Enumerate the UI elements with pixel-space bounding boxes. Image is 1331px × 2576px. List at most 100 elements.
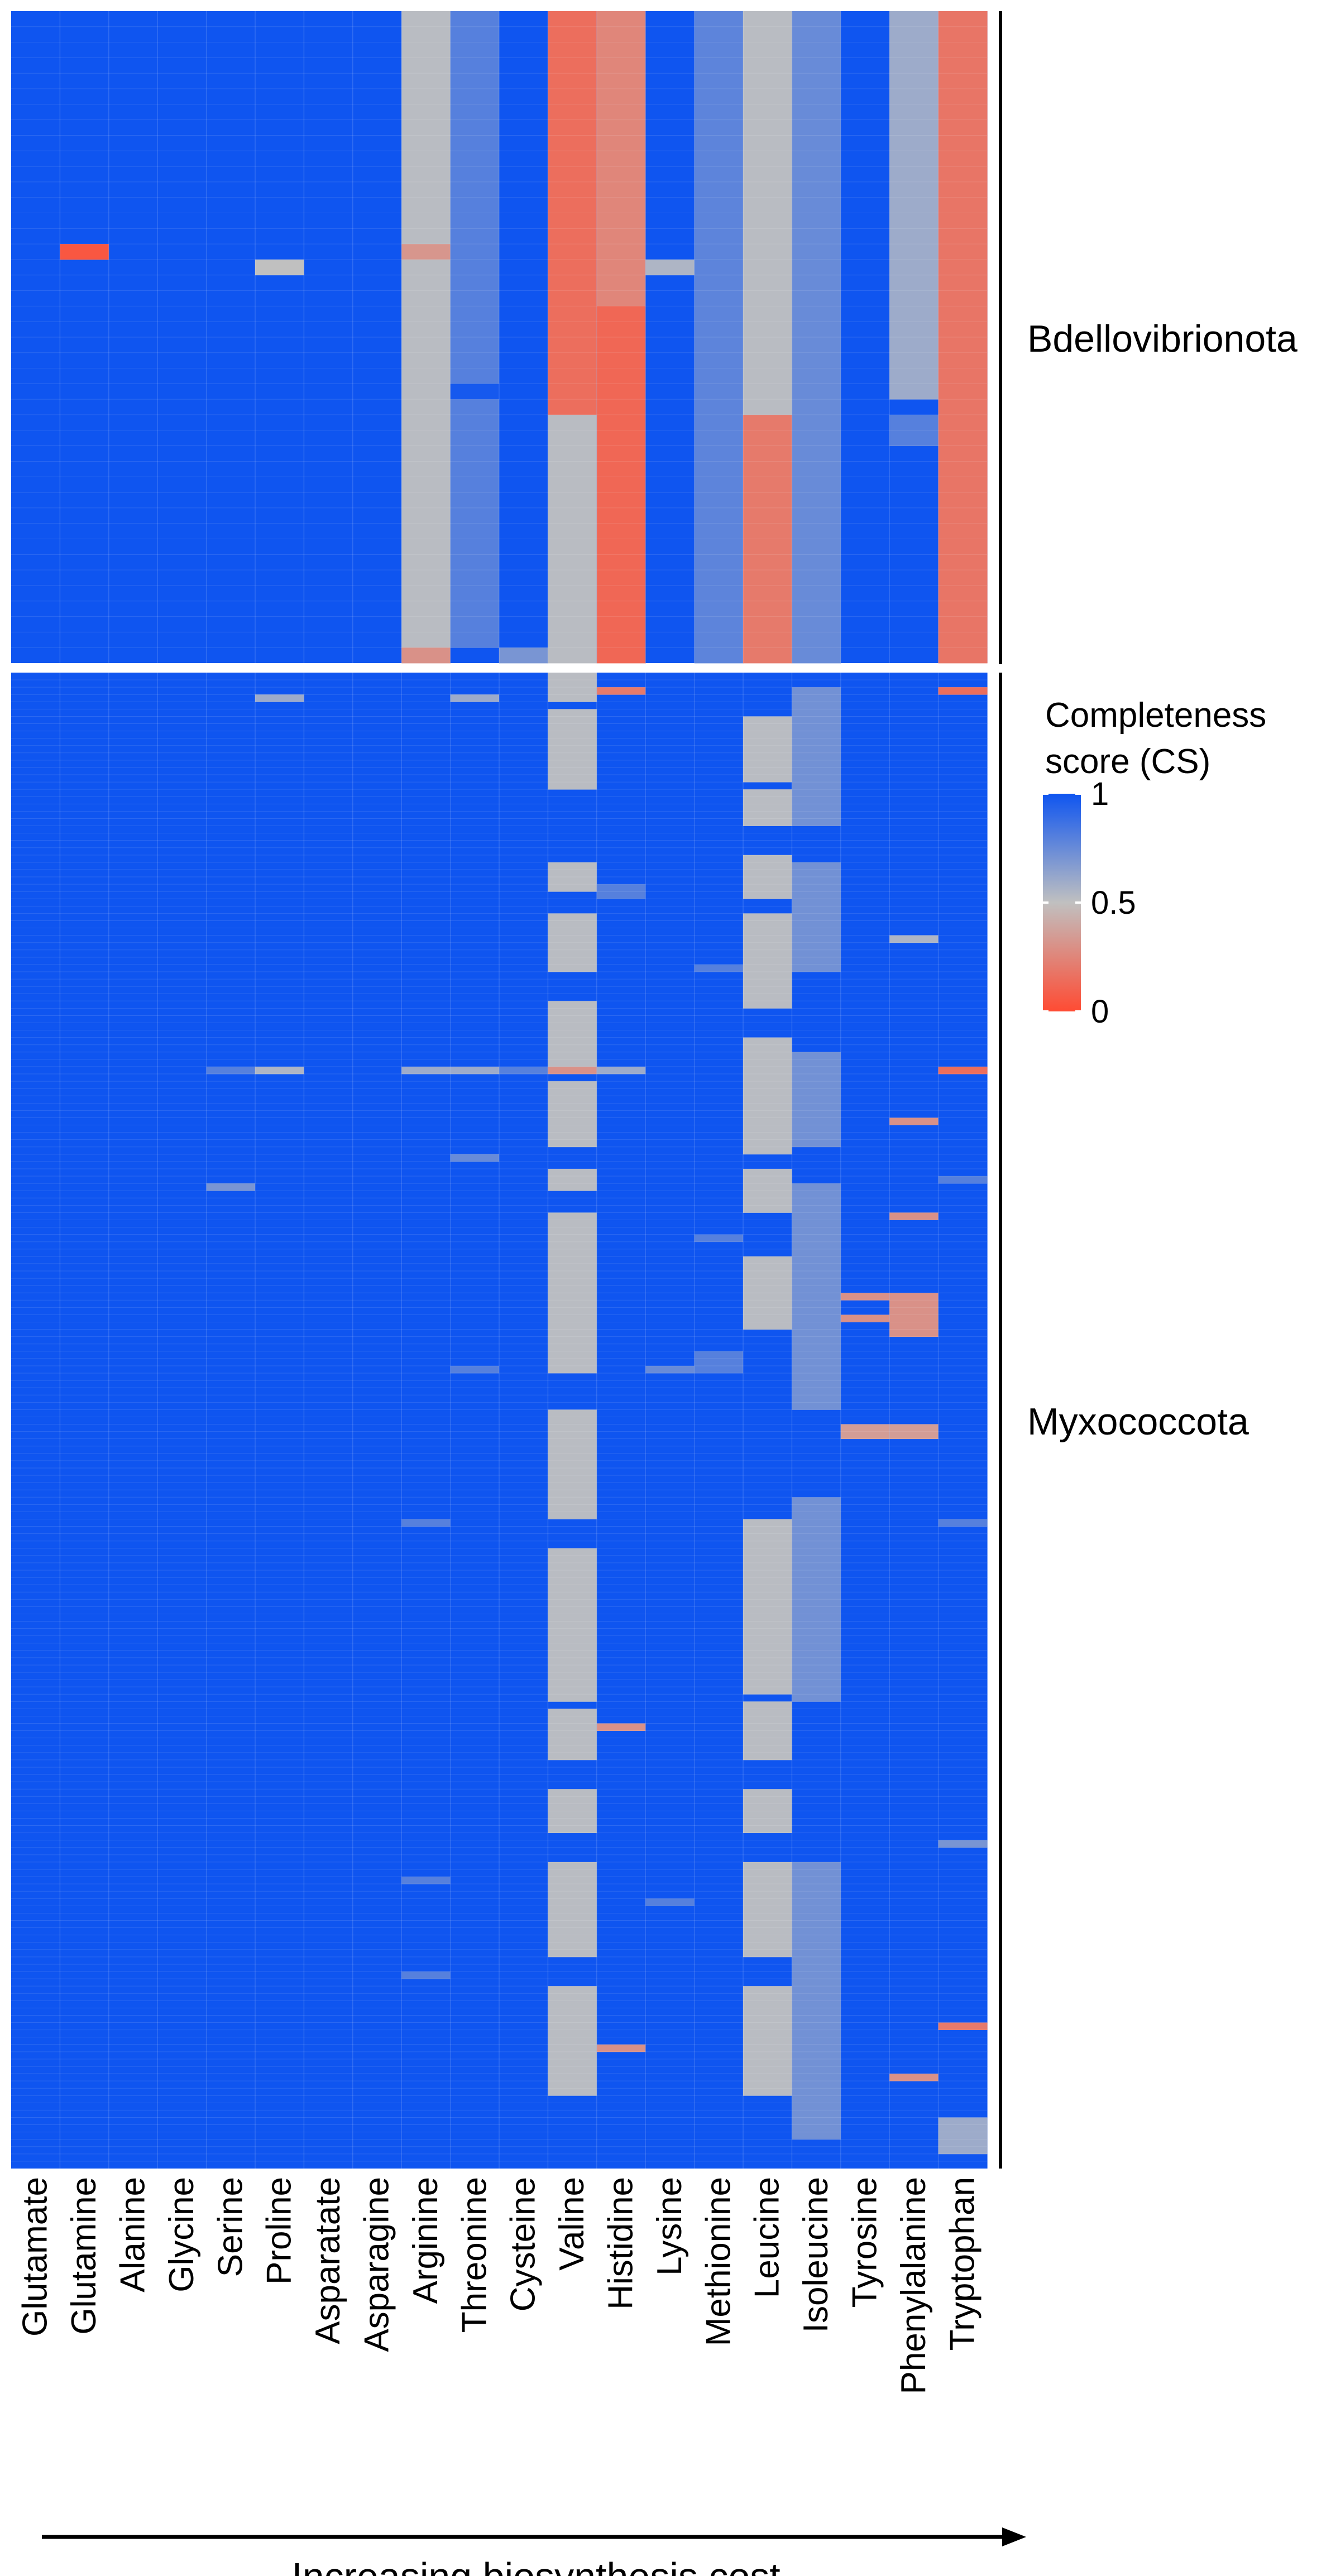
heatmap-column-threonine [450, 11, 500, 663]
heatmap-column-serine [206, 11, 256, 663]
heatmap-cell-background [645, 11, 695, 663]
heatmap-cell [596, 306, 646, 664]
heatmap-cell [743, 445, 792, 664]
heatmap-cell [743, 1701, 792, 1760]
heatmap-cell-background [206, 673, 256, 2169]
heatmap-column-leucine [743, 11, 792, 664]
column-label-threonine: Threonine [455, 2177, 494, 2333]
x-axis-arrow [42, 2527, 1026, 2546]
heatmap-column-phenylalanine [889, 673, 939, 2169]
legend-tick-label: 1 [1091, 776, 1109, 812]
x-axis-label: Increasing biosynthesis cost [291, 2555, 780, 2576]
heatmap-cell-background [60, 11, 109, 663]
heatmap-cell [889, 1212, 939, 1220]
heatmap-cell [596, 884, 646, 899]
heatmap-cell [645, 259, 695, 276]
heatmap-cell-background [352, 11, 402, 663]
heatmap-cell [548, 913, 597, 972]
heatmap-cell [401, 1971, 451, 1979]
heatmap-cell-background [401, 673, 451, 2169]
column-label-arginine: Arginine [406, 2177, 445, 2304]
heatmap-column-alanine [108, 11, 158, 663]
heatmap-cell [743, 1789, 792, 1834]
legend-title-line-1: Completeness [1045, 696, 1266, 735]
heatmap-column-histidine [596, 673, 646, 2169]
heatmap-cell [450, 11, 500, 384]
heatmap-column-arginine [401, 673, 451, 2169]
heatmap-cell [938, 11, 988, 664]
heatmap-cell [548, 1986, 597, 2096]
heatmap-column-valine [548, 11, 597, 664]
column-label-isoleucine: Isoleucine [797, 2177, 835, 2333]
heatmap-cell [401, 259, 451, 648]
column-label-proline: Proline [260, 2177, 299, 2285]
column-label-asparagine: Asparagine [358, 2177, 396, 2352]
heatmap-column-lysine [645, 11, 695, 663]
heatmap-cell-background [889, 673, 939, 2169]
column-label-valine: Valine [553, 2177, 591, 2271]
heatmap-column-valine [548, 673, 597, 2169]
heatmap-cell [840, 1293, 890, 1301]
column-label-lysine: Lysine [650, 2177, 689, 2276]
heatmap-cell [499, 1066, 548, 1074]
heatmap-column-tyrosine [840, 11, 890, 663]
heatmap-cell [548, 1066, 597, 1074]
heatmap-cell [450, 1365, 500, 1374]
column-label-cysteine: Cysteine [504, 2177, 543, 2311]
heatmap-column-asparagine [352, 11, 402, 663]
heatmap-cell-background [938, 673, 988, 2169]
heatmap-cell [694, 11, 744, 664]
heatmap-cell [255, 1066, 304, 1074]
heatmap-cell [694, 1351, 744, 1374]
heatmap-column-glycine [157, 673, 207, 2169]
heatmap-cell [743, 1519, 792, 1695]
heatmap-cell-background [304, 11, 353, 663]
heatmap-cell [596, 2044, 646, 2052]
heatmap-cell-background [840, 11, 890, 663]
heatmap-column-glycine [157, 11, 207, 663]
heatmap-cell [401, 1877, 451, 1884]
heatmap-column-glutamate [11, 673, 60, 2169]
heatmap-cell [255, 694, 304, 702]
heatmap-cell-background [450, 673, 500, 2169]
panel-myxococcota [11, 673, 988, 2169]
heatmap-cell [889, 2074, 939, 2081]
heatmap-cell [743, 716, 792, 783]
heatmap-cell-background [596, 673, 646, 2169]
heatmap-cell-background [108, 673, 158, 2169]
heatmap-cell [450, 383, 500, 400]
heatmap-cell [938, 1519, 988, 1527]
heatmap-cell-background [499, 673, 548, 2169]
heatmap-column-histidine [596, 11, 646, 664]
heatmap-cell [792, 1052, 841, 1148]
heatmap-cell [548, 1409, 597, 1519]
heatmap-column-proline [255, 11, 304, 663]
heatmap-cell [743, 789, 792, 826]
heatmap-cell-background [255, 673, 304, 2169]
heatmap-cell [889, 1424, 939, 1440]
heatmap-column-asparatate [304, 11, 353, 663]
heatmap-cell [743, 1256, 792, 1330]
heatmap-cell [548, 1709, 597, 1760]
heatmap-cell [792, 1183, 841, 1410]
heatmap-column-lysine [645, 673, 695, 2169]
heatmap-column-methionine [694, 11, 744, 664]
column-label-glycine: Glycine [162, 2177, 201, 2292]
heatmap-cell [743, 855, 792, 899]
heatmap-cell [840, 1315, 890, 1322]
heatmap-column-proline [255, 673, 304, 2169]
heatmap-cell [401, 647, 451, 664]
legend-tick-label: 0 [1091, 994, 1109, 1030]
heatmap-cell [743, 1986, 792, 2096]
heatmap-cell [450, 399, 500, 648]
column-label-histidine: Histidine [602, 2177, 640, 2310]
heatmap-cell [255, 259, 304, 276]
heatmap-cell [548, 862, 597, 892]
heatmap-cell-background [157, 673, 207, 2169]
heatmap-column-asparatate [304, 673, 353, 2169]
legend-tick-label: 0.5 [1091, 885, 1136, 921]
heatmap-cell [938, 1840, 988, 1848]
heatmap-column-tryptophan [938, 673, 988, 2169]
heatmap-cell [60, 244, 109, 260]
heatmap-column-threonine [450, 673, 500, 2169]
